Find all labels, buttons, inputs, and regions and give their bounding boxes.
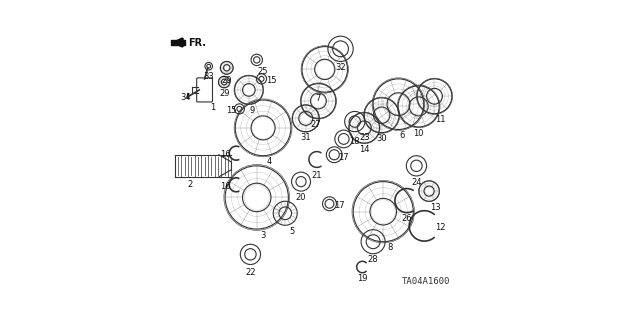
Text: 17: 17 — [333, 201, 344, 210]
Text: 16: 16 — [220, 182, 230, 191]
Text: 7: 7 — [316, 94, 321, 103]
Text: 20: 20 — [296, 193, 307, 202]
Text: 5: 5 — [289, 227, 294, 236]
Text: TA04A1600: TA04A1600 — [402, 277, 451, 286]
Text: 24: 24 — [411, 178, 422, 187]
Text: 14: 14 — [359, 145, 369, 154]
Text: 9: 9 — [250, 106, 255, 115]
Text: 6: 6 — [399, 131, 404, 140]
Text: 29: 29 — [221, 76, 232, 85]
Text: 18: 18 — [349, 137, 360, 146]
Text: 1: 1 — [210, 103, 215, 112]
Text: 30: 30 — [376, 134, 387, 143]
Text: 2: 2 — [188, 180, 193, 189]
Text: 31: 31 — [300, 133, 311, 142]
Text: 10: 10 — [413, 129, 424, 137]
Text: 11: 11 — [436, 115, 446, 124]
Text: 12: 12 — [435, 223, 445, 232]
Text: 13: 13 — [430, 203, 441, 212]
Text: 8: 8 — [387, 243, 392, 252]
Text: 26: 26 — [402, 214, 412, 223]
Text: 32: 32 — [335, 63, 346, 72]
Text: 21: 21 — [312, 171, 322, 180]
Text: 28: 28 — [368, 255, 378, 264]
Text: 15: 15 — [226, 106, 237, 115]
Text: 17: 17 — [339, 153, 349, 162]
Text: 27: 27 — [310, 120, 321, 129]
Text: 25: 25 — [258, 67, 268, 76]
Text: 19: 19 — [357, 274, 367, 283]
Text: 22: 22 — [245, 268, 256, 277]
Text: FR.: FR. — [188, 38, 206, 48]
Text: 15: 15 — [266, 76, 276, 85]
Text: 33: 33 — [204, 71, 214, 81]
Text: 3: 3 — [260, 231, 266, 240]
Text: 29: 29 — [219, 89, 229, 98]
Text: 16: 16 — [220, 150, 230, 159]
Text: 23: 23 — [359, 133, 369, 142]
Text: 4: 4 — [267, 157, 272, 166]
Text: 34: 34 — [180, 93, 191, 102]
